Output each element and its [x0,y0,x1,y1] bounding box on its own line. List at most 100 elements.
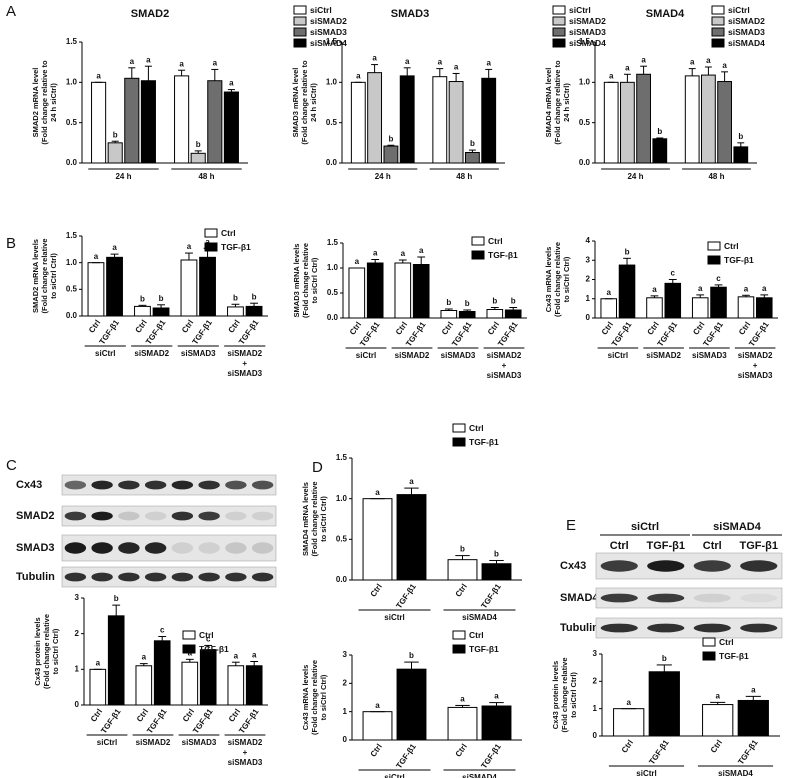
bar-label: Ctrl [348,320,363,336]
y-tick-label: 2 [75,629,80,638]
x-tick-label: 24 h [627,172,643,181]
y-tick-label: 0.5 [66,284,78,293]
significance-letter: a [130,57,135,66]
bar-label: Ctrl [486,320,501,336]
bar [350,81,366,164]
x-tick-label: siSMAD2 [646,351,681,360]
blot-band [64,480,87,490]
blot-band [251,480,274,490]
panel-label: A [6,3,16,20]
blot-band [198,572,220,582]
significance-letter: a [401,249,406,258]
y-tick-label: 0.0 [579,158,591,167]
bar [199,256,216,317]
chart: 0.0 0.5 1.0 1.5 SMAD3 mRNA levels (Fold chang… [292,236,527,380]
significance-letter: a [373,249,378,258]
y-tick-label: 1.0 [336,494,348,503]
blot-band [171,480,194,490]
bar-label: TGF-β1 [144,318,168,347]
bar-label: Ctrl [227,707,242,723]
bar-label: Ctrl [87,318,102,334]
y-axis-label: 24 h siCtrl) [562,83,571,122]
blot-band [171,511,194,521]
bar [664,282,682,319]
chart: 0.0 0.5 1.0 1.5 SMAD4 mRNA levels (Fold chang… [301,423,522,622]
legend-swatch [204,242,218,252]
bar [180,259,198,317]
chart: 0 1 2 3 4 Cx43 mRNA levels (Fold change relati… [544,236,778,380]
x-tick-label: siSMAD2 + siSMAD3 [228,738,263,767]
significance-letter: a [706,56,711,65]
y-tick-label: 0.0 [327,313,339,322]
blot-group-label: siCtrl [631,521,659,533]
x-tick-label: siCtrl [356,351,376,360]
blot-band [64,542,87,554]
significance-letter: a [375,488,380,497]
y-tick-label: 1 [343,707,348,716]
legend-label: Ctrl [221,228,236,238]
bar [106,256,123,317]
legend-swatch [182,644,196,654]
bar [618,264,636,319]
x-tick-label: 24 h [375,172,391,181]
x-tick-label: siSMAD2 + siSMAD3 [487,351,522,380]
bar [636,73,651,164]
y-tick-label: 0.0 [66,311,78,320]
x-tick-label: 48 h [708,172,724,181]
legend-label: Ctrl [719,637,734,647]
legend-swatch [711,27,725,37]
significance-letter: c [160,626,165,635]
legend-swatch [452,644,466,654]
bar [481,77,497,164]
bar-label: Ctrl [440,320,455,336]
blot-band [91,480,113,490]
blot-band [64,511,87,521]
bar [89,668,107,706]
bar-label: TGF-β1 [99,707,123,736]
legend-swatch [293,16,307,26]
chart: 0 1 2 3 Cx43 protein levels (Fold change rela… [551,637,780,778]
x-tick-label: siSMAD2 + siSMAD3 [227,349,262,378]
blot-band [171,542,194,554]
legend-swatch [552,16,566,26]
blot-row-label: SMAD4 [560,592,599,604]
significance-letter: a [454,63,459,72]
significance-letter: a [438,58,443,67]
chart: SMAD4 0.0 0.5 1.0 1.5 SMAD4 mRNA level (Fold c… [544,5,765,181]
y-tick-label: 0.5 [336,534,348,543]
y-tick-label: 1.0 [66,77,78,86]
y-axis-label: (Fold change relative [560,657,569,732]
bar [737,296,755,319]
bar [227,306,244,317]
blot-band [144,542,167,554]
legend-swatch [293,5,307,15]
bar [135,665,153,706]
y-tick-label: 3 [75,593,80,602]
bar [603,81,619,164]
x-tick-label: siCtrl [384,773,404,778]
y-axis-label: to siCtrl Ctrl) [310,257,319,303]
chart: 0 1 2 3 Cx43 protein levels (Fold change rela… [33,593,268,767]
bar [190,152,206,164]
bar [652,138,668,164]
significance-letter: a [405,57,410,66]
bar [223,91,239,164]
bar [486,309,504,319]
significance-letter: a [356,71,361,80]
significance-letter: a [460,695,465,704]
bar-label: TGF-β1 [736,738,760,767]
legend-label: siSMAD4 [310,38,347,48]
significance-letter: c [206,635,211,644]
significance-letter: a [744,284,749,293]
legend-swatch [452,437,466,447]
chart-title: SMAD3 [391,8,430,20]
significance-letter: b [511,297,516,306]
significance-letter: a [234,651,239,660]
y-tick-label: 2 [593,676,598,685]
legend-swatch [711,16,725,26]
blot-band [740,593,778,603]
bar [737,699,769,737]
blot-band [144,480,167,490]
blot-strip [595,587,783,609]
x-tick-label: siSMAD3 [441,351,476,360]
